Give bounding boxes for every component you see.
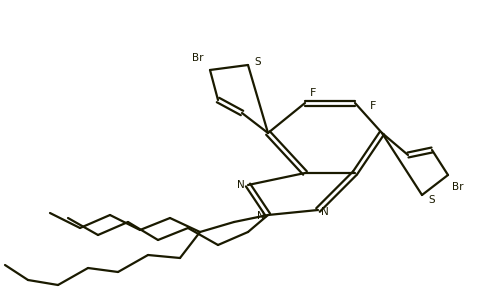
Text: F: F [310, 88, 316, 98]
Text: Br: Br [452, 182, 464, 192]
Text: S: S [429, 195, 436, 205]
Text: N: N [237, 180, 245, 190]
Text: N: N [321, 207, 329, 217]
Text: S: S [255, 57, 261, 67]
Text: F: F [370, 101, 376, 111]
Text: Br: Br [192, 53, 204, 63]
Text: N: N [257, 211, 265, 221]
